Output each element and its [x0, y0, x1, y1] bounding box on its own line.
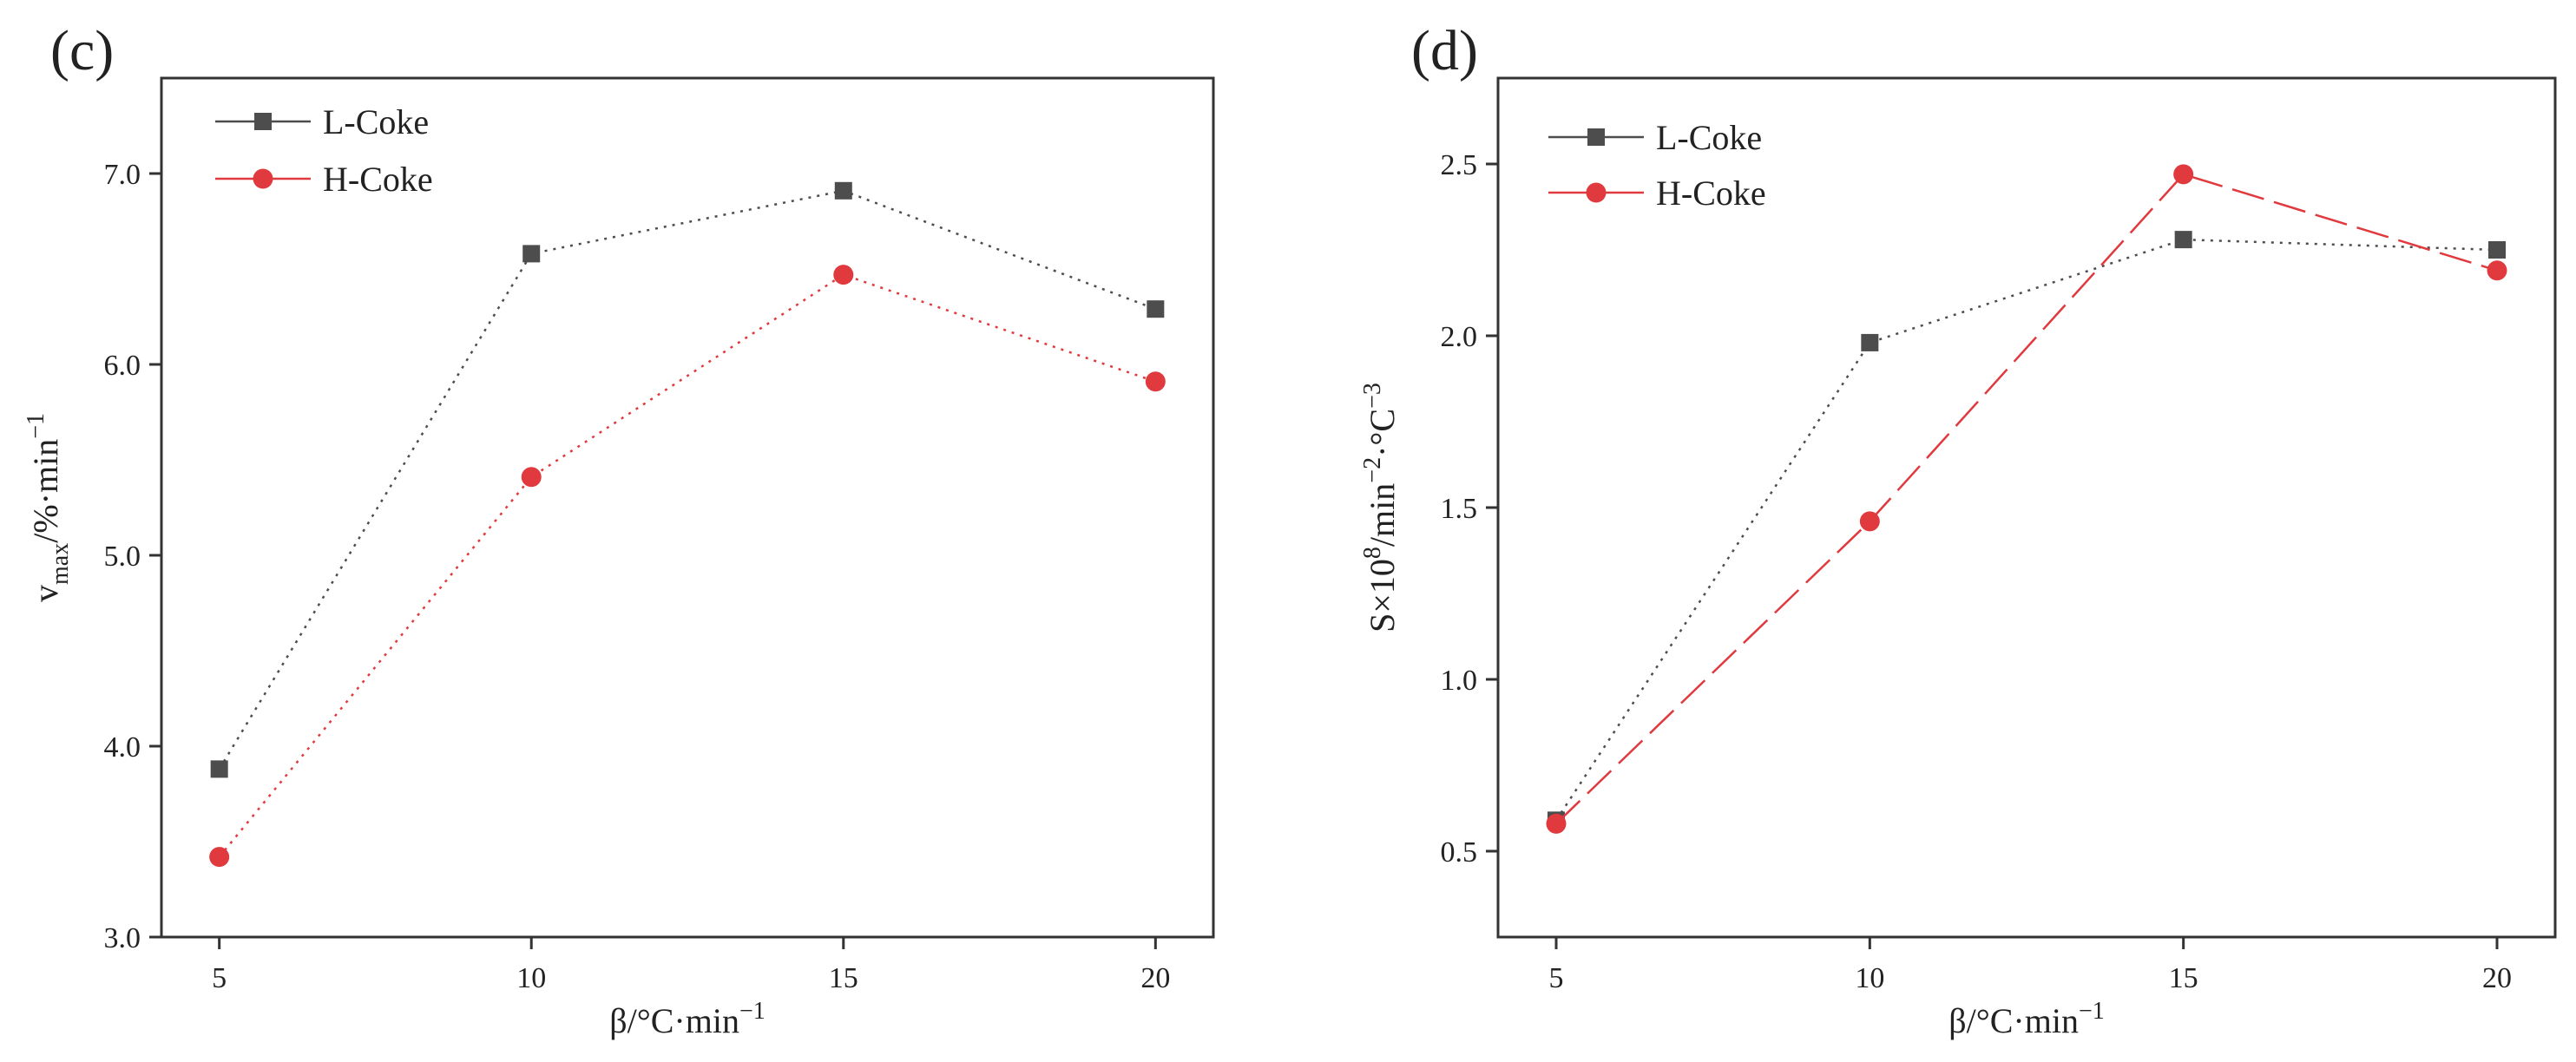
legend-marker: [1586, 182, 1607, 203]
panel-label: (d): [1411, 19, 1478, 82]
chart-c: (c) 5 10 15 20 3.0 4.0 5.0 6.0 7.0 β/°C·min−1 vmax/…: [23, 19, 1215, 1040]
legend-label: L-Coke: [323, 102, 429, 141]
x-axis-label: β/°C·min−1: [609, 998, 765, 1040]
series-line-l-coke: [218, 189, 1156, 770]
y-tick-label: 1.0: [1441, 665, 1478, 697]
x-tick-label: 15: [829, 962, 858, 994]
data-point-h-coke: [521, 467, 542, 488]
y-tick-label: 2.0: [1441, 321, 1478, 353]
y-tick-label: 4.0: [104, 731, 141, 764]
data-point-l-coke: [1147, 300, 1165, 318]
panel-label: (c): [50, 19, 114, 82]
y-tick-label: 5.0: [104, 541, 141, 573]
data-point-l-coke: [2174, 231, 2192, 249]
data-point-h-coke: [833, 265, 854, 285]
series-line-l-coke: [1554, 238, 2498, 822]
legend-label: H-Coke: [1656, 174, 1766, 213]
legend-label: H-Coke: [323, 160, 433, 199]
data-point-l-coke: [522, 245, 541, 263]
y-tick-label: 3.0: [104, 922, 141, 954]
legend-marker: [254, 113, 272, 130]
y-tick-label: 2.5: [1441, 149, 1478, 181]
x-tick-label: 20: [2482, 962, 2512, 994]
y-axis-label: vmax/%·min−1: [23, 413, 74, 602]
x-axis-label: β/°C·min−1: [1948, 998, 2104, 1040]
x-tick-label: 5: [212, 962, 227, 994]
data-point-h-coke: [209, 847, 230, 868]
series-line-h-coke: [1555, 173, 2498, 825]
data-point-h-coke: [1145, 371, 1166, 392]
y-tick-label: 7.0: [104, 159, 141, 191]
data-point-h-coke: [1546, 813, 1567, 834]
data-point-l-coke: [210, 760, 228, 778]
legend-marker: [253, 168, 273, 189]
y-tick-label: 0.5: [1441, 836, 1478, 869]
x-tick-label: 5: [1548, 962, 1563, 994]
x-tick-label: 10: [1855, 962, 1884, 994]
y-tick-label: 1.5: [1441, 493, 1478, 525]
plot-frame: [160, 76, 1215, 939]
y-tick-label: 6.0: [104, 350, 141, 382]
legend-label: L-Coke: [1656, 118, 1762, 157]
series-line-h-coke: [218, 273, 1156, 858]
legend-marker: [1587, 128, 1605, 146]
data-point-l-coke: [834, 181, 852, 200]
chart-d: (d) 5 10 15 20 0.5 1.0 1.5 2.0 2.5 β/°C·min−1 S×108…: [1359, 19, 2557, 1040]
y-axis-label: S×108/min−2·°C−3: [1359, 383, 1402, 633]
data-point-h-coke: [2173, 164, 2194, 185]
x-tick-label: 20: [1140, 962, 1170, 994]
data-point-l-coke: [1861, 333, 1879, 351]
data-point-l-coke: [2488, 241, 2507, 259]
x-tick-label: 15: [2169, 962, 2198, 994]
data-point-h-coke: [2487, 260, 2507, 281]
x-tick-label: 10: [516, 962, 546, 994]
data-point-h-coke: [1859, 511, 1880, 532]
